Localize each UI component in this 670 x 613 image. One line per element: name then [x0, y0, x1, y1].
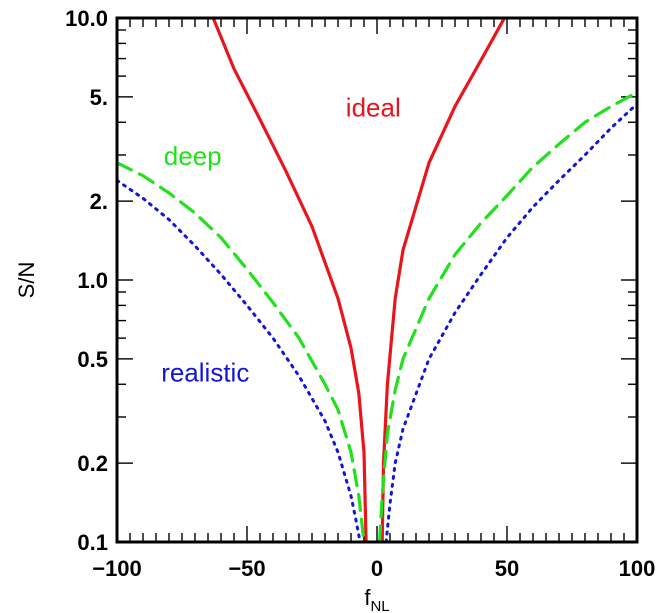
plot-frame	[115, 16, 639, 544]
y-tick-label: 5.	[90, 85, 108, 110]
x-tick-label: 100	[619, 556, 656, 581]
x-axis-label-subscript: NL	[370, 598, 389, 613]
y-tick-label: 0.1	[77, 530, 108, 555]
series-line-realistic-right	[384, 102, 637, 542]
y-axis-label: S/N	[14, 262, 39, 299]
annotation-ideal: ideal	[346, 93, 401, 123]
series-line-ideal-right	[380, 18, 506, 542]
series-line-deep-left	[117, 161, 366, 542]
series-line-ideal-left	[211, 18, 368, 542]
y-tick-label: 2.	[90, 189, 108, 214]
x-tick-label: −100	[92, 556, 142, 581]
annotation-deep: deep	[164, 141, 222, 171]
y-tick-label: 10.0	[65, 6, 108, 31]
x-axis-label: fNL	[364, 585, 389, 613]
y-tick-label: 1.0	[77, 268, 108, 293]
x-tick-label: 0	[371, 556, 383, 581]
x-tick-label: 50	[495, 556, 519, 581]
tick-labels: −100 −50 0 50 100 0.1 0.2 0.5 1.0 2. 5. 10.0	[65, 6, 655, 581]
series-line-deep-right	[378, 90, 637, 542]
y-tick-label: 0.5	[77, 347, 108, 372]
x-tick-label: −50	[228, 556, 265, 581]
series-lines	[117, 18, 637, 542]
series-annotations: ideal deep realistic	[161, 93, 401, 388]
series-line-realistic-left	[117, 178, 362, 542]
annotation-realistic: realistic	[161, 357, 249, 387]
y-tick-label: 0.2	[77, 451, 108, 476]
